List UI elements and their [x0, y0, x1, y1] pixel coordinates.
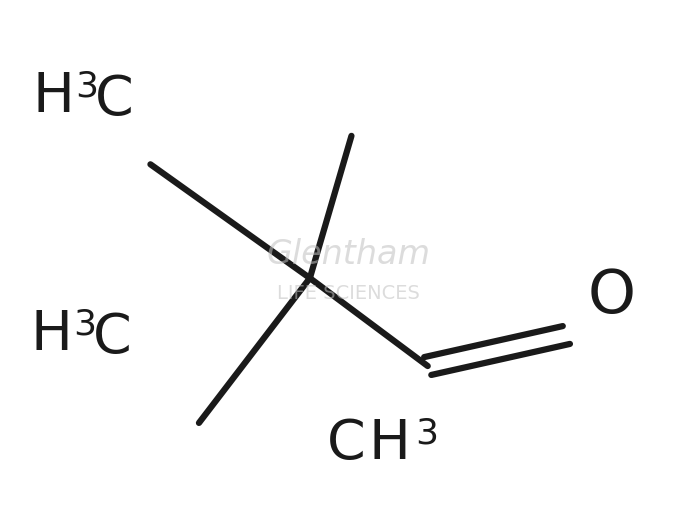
Text: C: C [95, 73, 134, 127]
Text: C: C [327, 417, 366, 471]
Text: O: O [587, 267, 635, 326]
Text: H: H [369, 417, 411, 471]
Text: 3: 3 [416, 417, 438, 450]
Text: H: H [33, 70, 74, 124]
Text: C: C [93, 310, 132, 365]
Text: LIFE SCIENCES: LIFE SCIENCES [276, 284, 420, 303]
Text: 3: 3 [76, 70, 99, 103]
Text: 3: 3 [74, 308, 97, 342]
Text: H: H [31, 308, 72, 362]
Text: Glentham: Glentham [266, 238, 430, 271]
